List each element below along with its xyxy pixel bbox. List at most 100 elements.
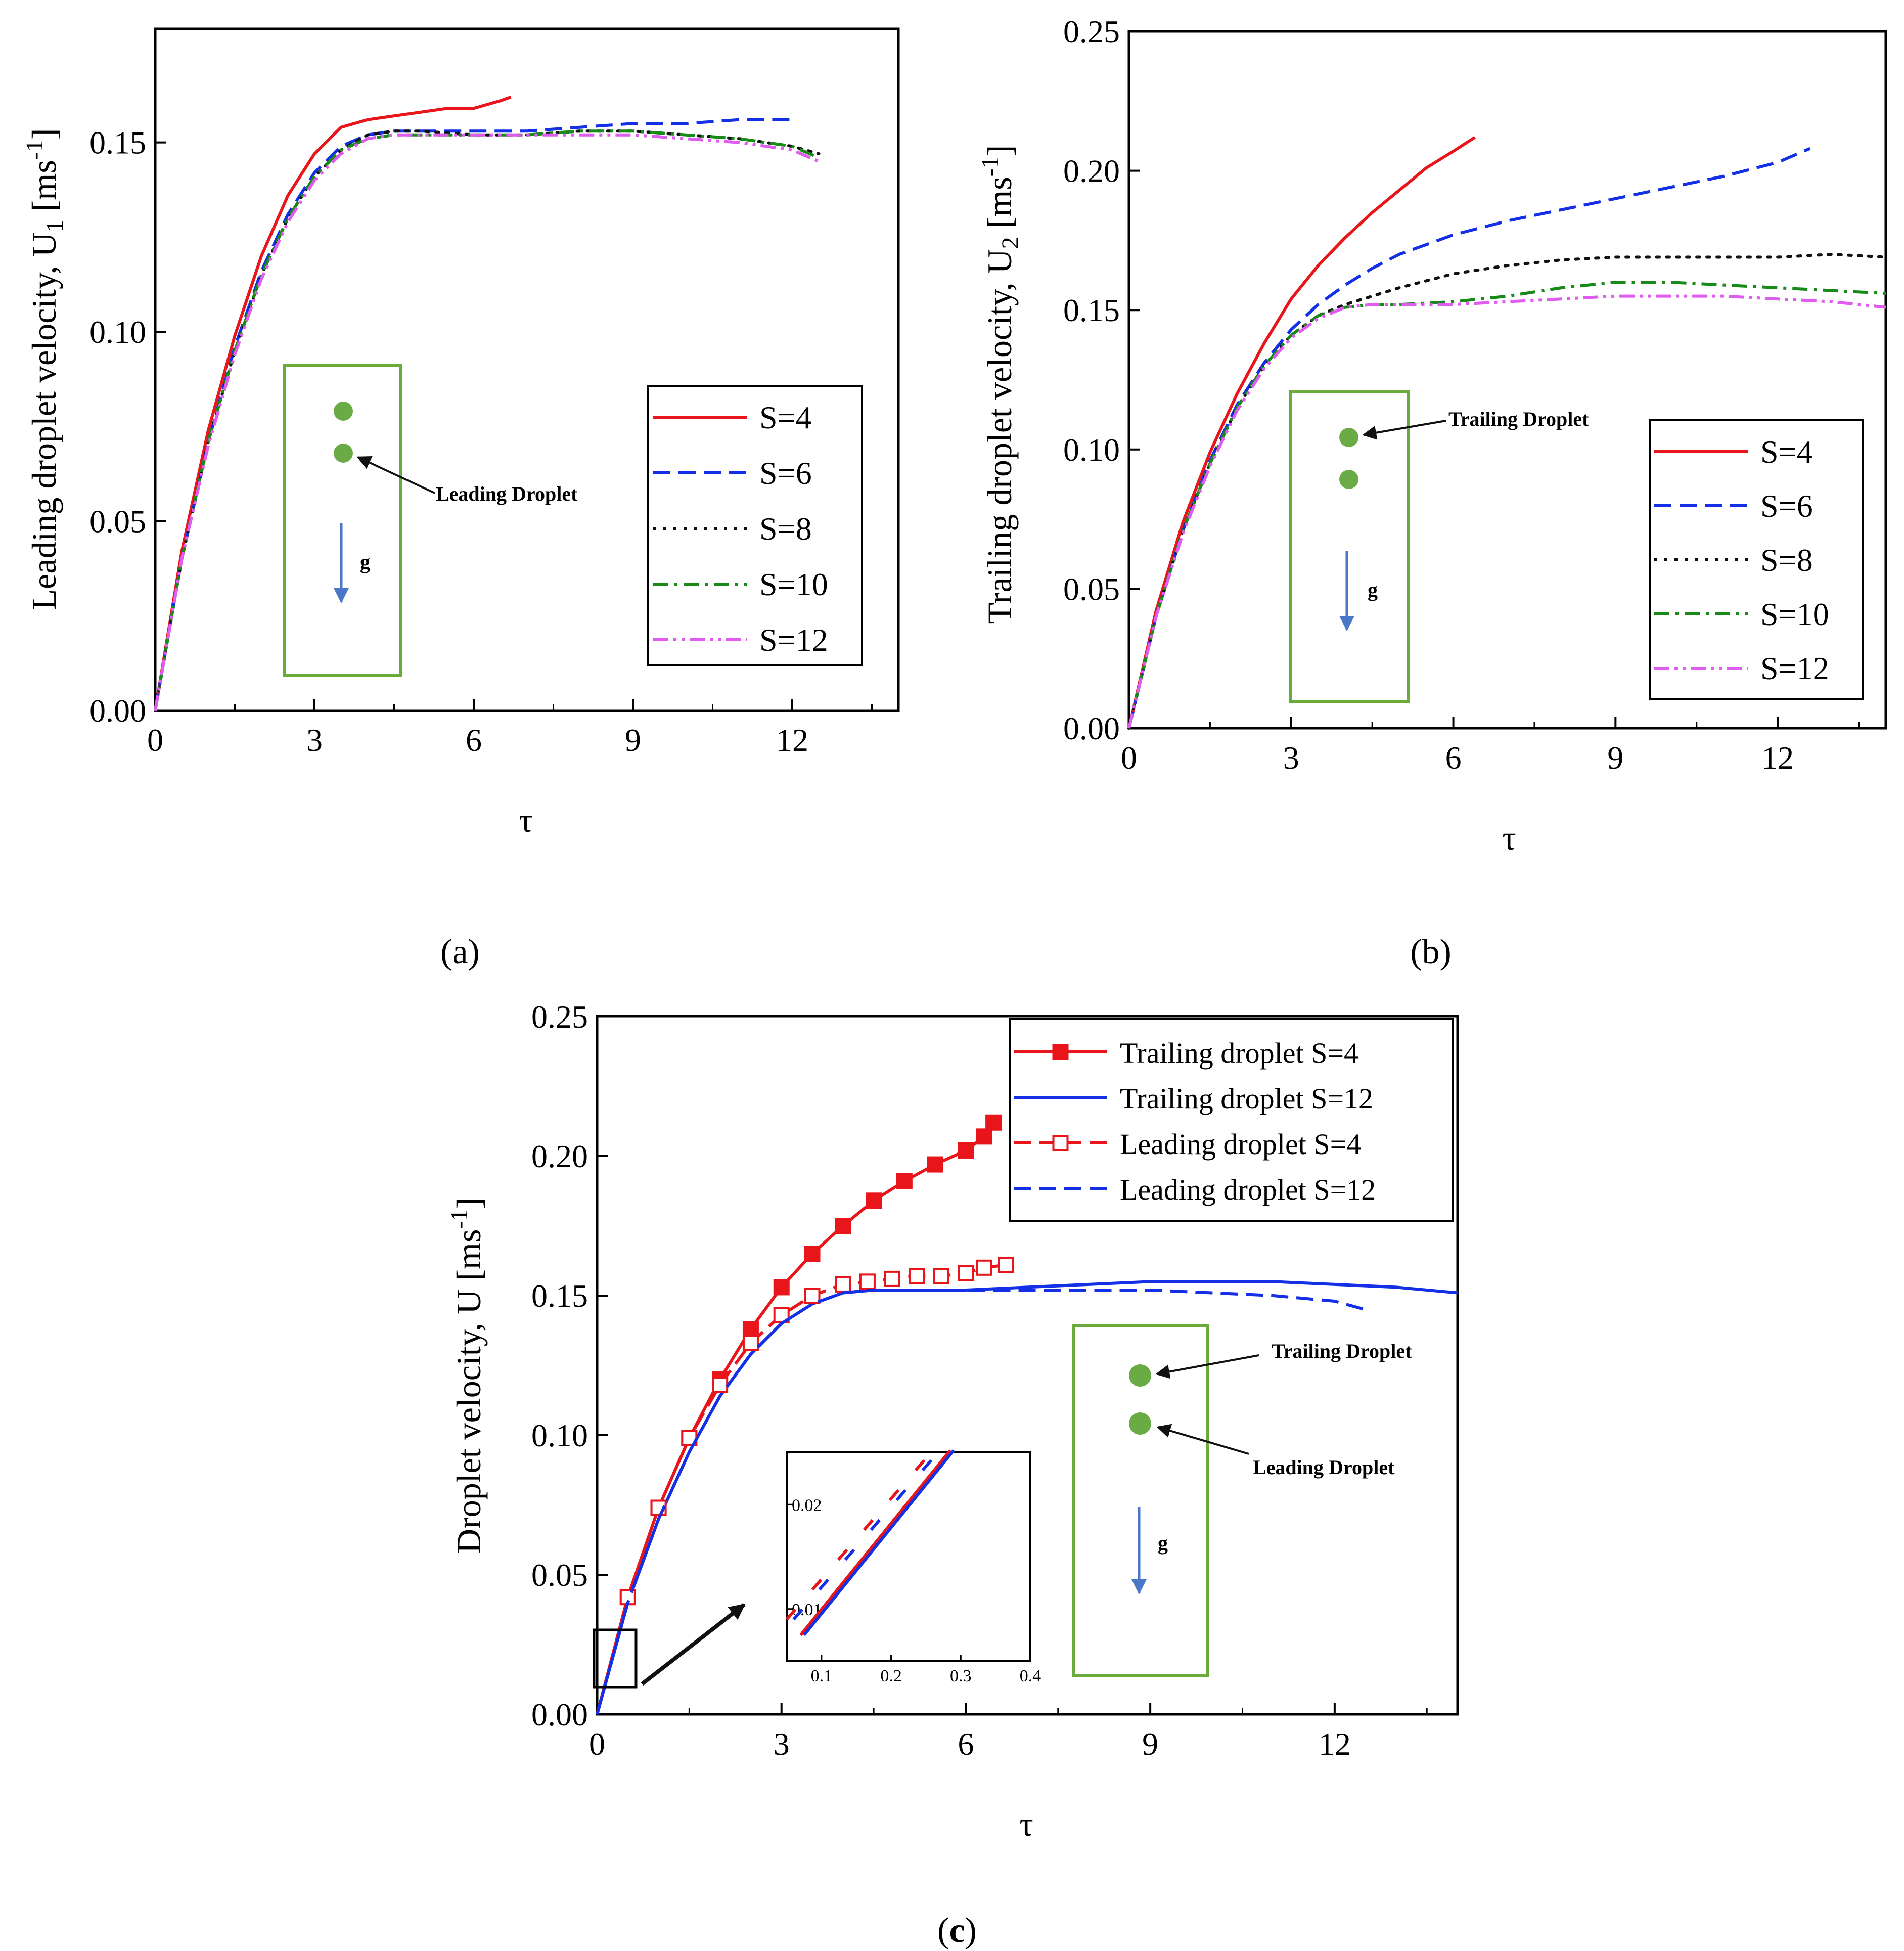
data-point-marker [773,1307,790,1323]
upper-droplet [1339,428,1358,447]
y-tick-label: 0.05 [89,504,146,540]
data-point-marker [976,1128,992,1145]
zoom-x-tick-label: 0.3 [950,1667,972,1686]
series-line-s-4 [154,95,512,711]
y-tick-label: 0.10 [531,1417,588,1453]
zoom-ticks: 0.1 0.2 0.3 0.40.010.02 [787,1496,1041,1686]
x-tick-label: 6 [466,722,482,758]
series-line-s-4 [1127,136,1476,729]
zoom-y-tick-label: 0.02 [792,1496,822,1515]
droplet-inset-a: Leading Droplet g [283,364,578,677]
legend-label: S=12 [759,622,828,658]
y-tick-label: 0.05 [531,1557,588,1593]
upper-droplet [334,402,353,421]
x-tick-label: 9 [625,722,641,758]
legend-b: S=4 S=6 S=8 S=10 S=12 [1649,419,1864,700]
y-tick-label: 0.05 [1063,571,1120,607]
pointer-arrow-icon [1155,1354,1259,1379]
data-point-marker [998,1257,1014,1273]
legend-label: S=10 [1760,596,1829,632]
data-point-marker [866,1192,882,1209]
inset-lower-label-c: Leading Droplet [1253,1456,1395,1479]
x-tick-label: 12 [1761,740,1794,776]
droplet-inset-c: Trailing Droplet Leading Droplet g [1072,1324,1412,1677]
x-tick-label: 12 [1319,1726,1351,1762]
data-point-marker [835,1276,851,1293]
legend-label: Trailing droplet S=4 [1120,1037,1358,1070]
data-point-marker [976,1259,992,1276]
lines-b [1127,136,1887,730]
legend-label: S=12 [1760,650,1829,686]
legend-label: Leading droplet S=12 [1120,1173,1376,1206]
inset-label-a: Leading Droplet [436,482,578,505]
legend-label: Leading droplet S=4 [1120,1128,1361,1161]
y-tick-label: 0.15 [1063,292,1120,328]
data-point-marker [835,1218,851,1234]
zoom-lines [785,1449,955,1636]
series-line-s-12 [1127,294,1886,729]
data-point-marker [958,1142,974,1159]
pointer-arrow-icon [1156,1424,1249,1455]
y-tick-label: 0.10 [1063,432,1120,468]
x-tick-label: 0 [147,722,163,758]
zoom-x-tick-label: 0.2 [880,1667,902,1686]
series-line-s-12 [154,133,820,711]
inset-upper-label-c: Trailing Droplet [1272,1340,1412,1362]
x-axis-label-b: τ [1502,819,1516,857]
y-tick-label: 0.10 [89,314,146,350]
zoom-frame [786,1451,1031,1662]
caption-c: (c) [937,1911,977,1950]
zoom-region-box [593,1628,638,1689]
y-tick-label: 0.20 [531,1138,588,1174]
data-point-marker [804,1246,821,1262]
gravity-label-c: g [1158,1532,1168,1555]
y-tick-label: 0.15 [89,125,146,161]
zoom-arrow-icon [641,1603,746,1686]
ticks-c: 0 3 6 9 12 0.00 0.05 0.10 0.15 0.20 0.25 [531,999,1428,1762]
y-tick-label: 0.00 [1063,711,1120,746]
legend-label: S=4 [759,400,812,435]
lower-droplet [334,444,353,463]
zoom-x-tick-label: 0.1 [811,1667,833,1686]
x-tick-label: 0 [1121,740,1137,776]
series-line-leading-droplet-s-4 [596,1263,1006,1715]
data-point-marker [896,1173,913,1189]
inset-label-b: Trailing Droplet [1448,408,1589,430]
data-point-marker [933,1268,949,1284]
plot-frame-b [1127,30,1887,730]
data-point-marker [742,1321,759,1338]
legend-label: S=10 [759,566,828,602]
legend-label: S=6 [1760,488,1813,524]
droplet-inset-b: Trailing Droplet g [1289,390,1589,703]
gravity-label-a: g [360,551,370,573]
y-tick-label: 0.00 [89,693,146,729]
y-tick-label: 0.00 [531,1697,588,1733]
y-tick-label: 0.25 [1063,14,1120,50]
zoom-inset: 0.1 0.2 0.3 0.40.010.02 [785,1449,1041,1686]
data-point-marker [804,1288,821,1304]
data-point-marker [884,1270,900,1287]
legend-c: Trailing droplet S=4 Trailing droplet S=1… [1009,1018,1454,1222]
series-line-s-10 [1127,281,1886,729]
x-tick-label: 3 [306,722,323,758]
lines-c [596,1114,1458,1715]
legend-label: S=6 [759,455,812,491]
plot-frame-c [596,1015,1459,1716]
y-axis-label-c: Droplet velocity, U [ms-1] [446,1198,488,1554]
panel-b: 0 3 6 9 12 0.00 0.05 0.10 0.15 0.20 0.25 τ Trailin… [977,14,1887,971]
data-point-marker [859,1273,876,1290]
x-tick-label: 6 [958,1726,974,1762]
y-tick-label: 0.20 [1063,153,1120,189]
x-tick-label: 3 [1283,740,1299,776]
data-point-marker [909,1268,925,1284]
data-point-marker [927,1156,943,1173]
y-tick-label: 0.15 [531,1278,588,1314]
y-axis-label-b: Trailing droplet velocity, U2 [ms-1] [977,145,1024,624]
caption-b: (b) [1410,933,1452,971]
legend-marker [1052,1044,1069,1060]
x-axis-label-a: τ [519,801,532,839]
lines-a [154,95,821,712]
x-tick-label: 6 [1445,740,1462,776]
gravity-label-b: g [1368,579,1378,601]
